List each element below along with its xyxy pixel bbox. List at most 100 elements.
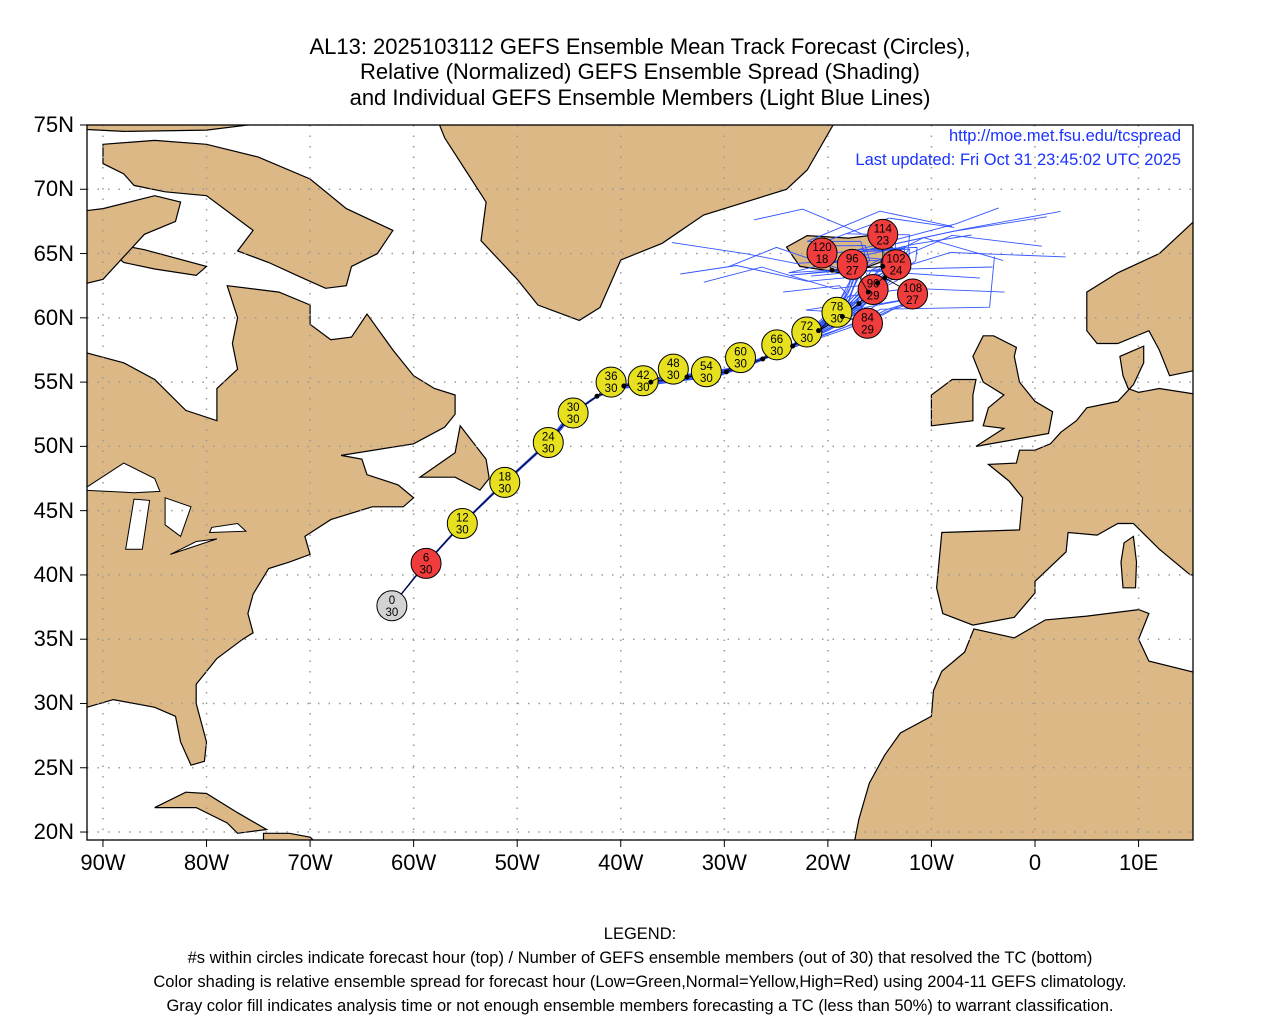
africa-landmass	[854, 608, 1193, 840]
member-count-label: 30	[385, 607, 398, 619]
forecast-circle	[867, 218, 899, 250]
arctic-islands-north-landmass	[87, 125, 253, 133]
forecast-hour-label: 36	[605, 371, 618, 383]
true-position-dot	[760, 356, 766, 362]
forecast-circle	[836, 248, 868, 280]
title-line-2: Relative (Normalized) GEFS Ensemble Spre…	[359, 59, 920, 84]
lat-tick-label: 65N	[33, 240, 74, 266]
true-position-dot	[723, 369, 729, 375]
forecast-hour-label: 0	[389, 595, 395, 607]
greenland-landmass	[438, 125, 835, 322]
lat-tick-label: 35N	[33, 626, 74, 652]
ensemble-member-line	[391, 287, 1005, 607]
lon-tick-label: 50W	[494, 850, 540, 875]
forecast-circle	[410, 547, 442, 579]
forecast-point-0h[interactable]: 030	[376, 590, 408, 622]
last-updated: Last updated: Fri Oct 31 23:45:02 UTC 20…	[855, 151, 1181, 169]
forecast-hour-label: 60	[734, 347, 747, 359]
great-lake	[87, 462, 161, 494]
ensemble-member-line	[391, 233, 896, 607]
plot-frame	[86, 124, 1194, 841]
ensemble-member-line	[391, 250, 887, 607]
legend-heading: LEGEND:	[603, 925, 677, 943]
true-position-dot	[648, 379, 654, 385]
hispaniola-landmass	[262, 832, 315, 840]
member-count-label: 30	[567, 414, 580, 426]
forecast-hour-label: 66	[770, 334, 783, 346]
true-position-dot	[684, 374, 690, 380]
true-position-dot	[880, 263, 886, 269]
great-britain-landmass	[972, 335, 1054, 447]
forecast-circle	[791, 316, 823, 348]
lon-tick-label: 40W	[598, 850, 644, 875]
member-count-label: 30	[700, 373, 713, 385]
axis-ticks	[80, 124, 1140, 847]
forecast-circle	[725, 342, 757, 374]
great-lake	[208, 522, 248, 534]
member-count-label: 30	[420, 564, 433, 576]
forecast-hour-label: 18	[498, 471, 511, 483]
forecast-circle	[821, 296, 853, 328]
true-position-dot	[839, 314, 845, 320]
true-position-dot	[621, 383, 627, 389]
melville-peninsula-landmass	[87, 195, 182, 284]
member-count-label: 30	[498, 483, 511, 495]
true-position-dot	[875, 280, 881, 286]
scandinavia-landmass	[1086, 221, 1193, 377]
lat-tick-label: 25N	[33, 754, 74, 780]
member-count-label: 30	[605, 383, 618, 395]
forecast-hour-label: 102	[886, 254, 905, 266]
member-count-label: 30	[637, 382, 650, 394]
great-lake	[170, 538, 218, 555]
true-position-dot	[829, 267, 835, 273]
lon-tick-label: 80W	[183, 850, 230, 875]
true-position-dot	[790, 343, 796, 349]
source-url-link[interactable]: http://moe.met.fsu.edu/tcspread	[948, 127, 1181, 145]
true-position-dot	[856, 301, 862, 307]
forecast-circle	[595, 366, 627, 398]
lat-tick-label: 55N	[33, 369, 74, 395]
lat-tick-label: 40N	[33, 561, 74, 587]
lon-tick-label: 70W	[287, 850, 333, 875]
forecast-hour-label: 96	[846, 253, 859, 265]
lat-tick-label: 45N	[33, 497, 74, 523]
title-line-3: and Individual GEFS Ensemble Members (Li…	[349, 85, 931, 110]
legend-line-3: Gray color fill indicates analysis time …	[166, 997, 1114, 1015]
forecast-hour-label: 12	[456, 513, 469, 525]
forecast-circle	[557, 397, 589, 429]
member-count-label: 29	[861, 324, 874, 336]
lon-tick-label: 90W	[80, 850, 126, 875]
forecast-hour-label: 114	[874, 223, 893, 235]
lat-tick-label: 70N	[33, 176, 74, 202]
lat-tick-label: 75N	[33, 112, 74, 137]
forecast-hour-label: 30	[567, 402, 580, 414]
forecast-hour-label: 6	[423, 552, 429, 564]
forecast-circle	[851, 307, 883, 339]
baffin-island-landmass	[102, 139, 394, 289]
true-position-dot	[882, 275, 888, 281]
legend-line-2: Color shading is relative ensemble sprea…	[153, 973, 1127, 991]
legend-line-1: #s within circles indicate forecast hour…	[187, 949, 1093, 967]
true-position-dot	[816, 328, 822, 334]
ensemble-member-line	[391, 266, 993, 607]
forecast-point-6h[interactable]: 630	[410, 547, 442, 579]
forecast-circle	[446, 508, 478, 540]
